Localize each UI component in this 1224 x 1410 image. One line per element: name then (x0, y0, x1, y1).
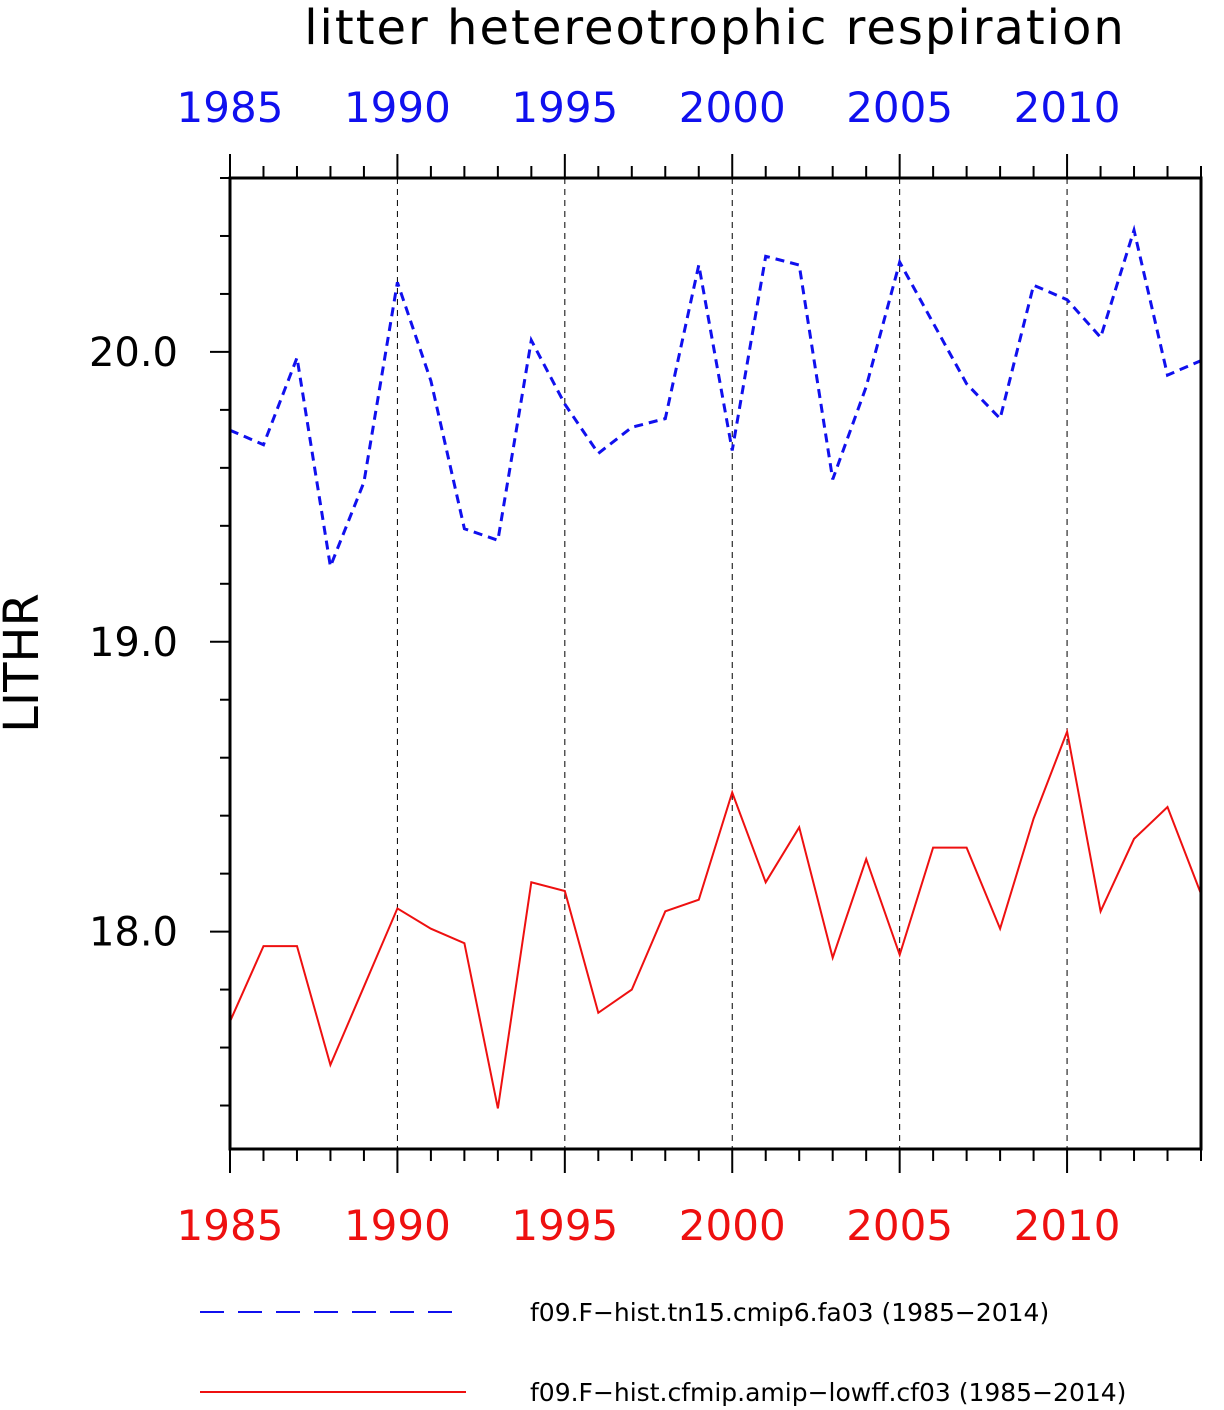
legend-label-blue: f09.F−hist.tn15.cmip6.fa03 (1985−2014) (530, 1298, 1049, 1327)
x-tick-label-bottom: 1990 (344, 1201, 451, 1250)
y-axis-label: LITHR (0, 593, 50, 733)
axis-tick-labels: 18.0 19.0 20.0 1985 1985 1990 1990 1995 1995 2000… (89, 83, 1121, 1250)
y-tick-label: 19.0 (89, 620, 178, 666)
series-lines (229, 224, 1202, 1109)
series-line-red (229, 727, 1202, 1109)
x-tick-label-bottom: 2000 (679, 1201, 786, 1250)
x-tick-label-bottom: 2010 (1014, 1201, 1121, 1250)
x-tick-label-top: 1995 (511, 83, 618, 132)
y-tick-label: 18.0 (89, 910, 178, 956)
y-tick-label: 20.0 (89, 330, 178, 376)
axis-ticks (210, 154, 1202, 1173)
x-tick-label-bottom: 2005 (846, 1201, 953, 1250)
x-tick-label-bottom: 1985 (177, 1201, 284, 1250)
x-tick-label-top: 2000 (679, 83, 786, 132)
x-tick-label-bottom: 1995 (511, 1201, 618, 1250)
x-tick-label-top: 2005 (846, 83, 953, 132)
x-tick-label-top: 1990 (344, 83, 451, 132)
series-line-blue (229, 224, 1202, 573)
x-tick-label-top: 1985 (177, 83, 284, 132)
grid-lines (396, 178, 1068, 1149)
x-tick-label-top: 2010 (1014, 83, 1121, 132)
chart-title: litter hetereotrophic respiration (304, 0, 1126, 56)
legend: f09.F−hist.tn15.cmip6.fa03 (1985−2014) f… (200, 1298, 1126, 1407)
plot-frame (228, 176, 1203, 1151)
legend-label-red: f09.F−hist.cfmip.amip−lowff.cf03 (1985−2… (530, 1378, 1126, 1407)
